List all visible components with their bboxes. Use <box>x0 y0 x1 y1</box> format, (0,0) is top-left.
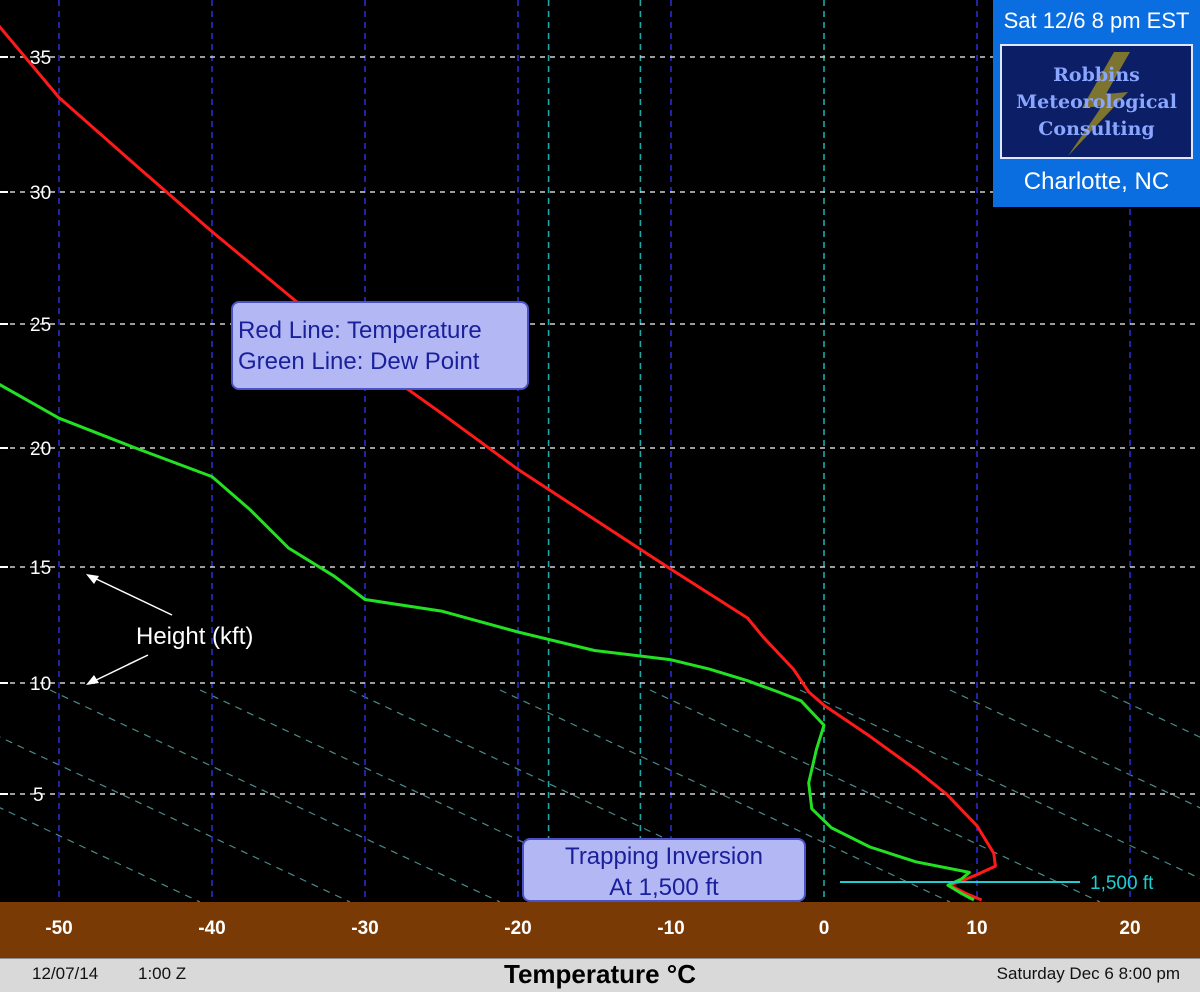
x-tick-label: -20 <box>504 918 531 939</box>
y-tick-label: 30 <box>30 183 51 204</box>
forecast-time: Sat 12/6 8 pm EST <box>1003 8 1190 33</box>
y-tick-label: 5 <box>33 785 44 806</box>
dry-adiabat-line <box>949 689 1200 809</box>
axis-title: Temperature °C <box>504 959 696 989</box>
y-tick-label: 20 <box>30 439 51 460</box>
ground-strip <box>0 902 1200 958</box>
temperature-gridlines <box>58 0 1131 902</box>
forecast-location: Charlotte, NC <box>1023 168 1170 195</box>
dry-adiabat-line <box>499 689 951 903</box>
status-bar: 12/07/14 1:00 Z Temperature °C Saturday … <box>0 958 1200 992</box>
legend-dew-point: Green Line: Dew Point <box>238 348 480 375</box>
y-tick-label: 10 <box>30 674 51 695</box>
dry-adiabat-line <box>799 689 1200 880</box>
y-tick-label: 15 <box>30 558 51 579</box>
ground-band <box>0 902 1200 958</box>
status-zulu-time: 1:00 Z <box>138 964 187 983</box>
temperature-axis-labels: -50 -40 -30 -20 -10 0 10 20 <box>45 918 1140 939</box>
inversion-height: At 1,500 ft <box>609 874 719 901</box>
legend-temperature: Red Line: Temperature <box>238 317 482 344</box>
legend-box: Red Line: Temperature Green Line: Dew Po… <box>231 301 529 390</box>
dry-adiabat-line <box>649 689 1101 903</box>
height-label-arrows <box>86 574 173 685</box>
status-local-time: Saturday Dec 6 8:00 pm <box>996 964 1180 983</box>
height-label: Height (kft) <box>136 623 253 650</box>
y-tick-label: 35 <box>30 48 51 69</box>
x-tick-label: -10 <box>657 918 684 939</box>
company-logo: Robbins Meteorological Consulting <box>1000 44 1193 159</box>
status-date: 12/07/14 <box>32 964 99 983</box>
x-tick-label: -30 <box>351 918 378 939</box>
x-tick-label: 0 <box>819 918 830 939</box>
logo-line-2: Meteorological <box>1016 91 1177 113</box>
inversion-annotation: Trapping Inversion At 1,500 ft <box>522 838 806 902</box>
forecast-badge: Sat 12/6 8 pm EST Robbins Meteorological… <box>993 0 1200 207</box>
dry-adiabat-line <box>199 689 651 903</box>
dry-adiabat-line <box>349 689 801 903</box>
height-axis-labels: 5 10 15 20 25 30 35 <box>0 48 51 806</box>
x-tick-label: 10 <box>966 918 987 939</box>
dry-adiabat-line <box>0 736 351 903</box>
inversion-marker-label: 1,500 ft <box>1090 873 1154 894</box>
x-tick-label: 20 <box>1119 918 1140 939</box>
dew-point-line <box>0 383 975 902</box>
logo-text: Robbins Meteorological Consulting <box>1002 62 1191 143</box>
x-tick-label: -40 <box>198 918 225 939</box>
dry-adiabat-line <box>1099 689 1200 738</box>
y-tick-label: 25 <box>30 315 51 336</box>
inversion-title: Trapping Inversion <box>565 843 763 870</box>
logo-line-3: Consulting <box>1038 118 1155 140</box>
lightning-bolt-icon <box>1068 52 1130 156</box>
x-tick-label: -50 <box>45 918 72 939</box>
dry-adiabats <box>0 689 1200 903</box>
dry-adiabat-line <box>49 689 501 903</box>
logo-line-1: Robbins <box>1053 64 1140 86</box>
